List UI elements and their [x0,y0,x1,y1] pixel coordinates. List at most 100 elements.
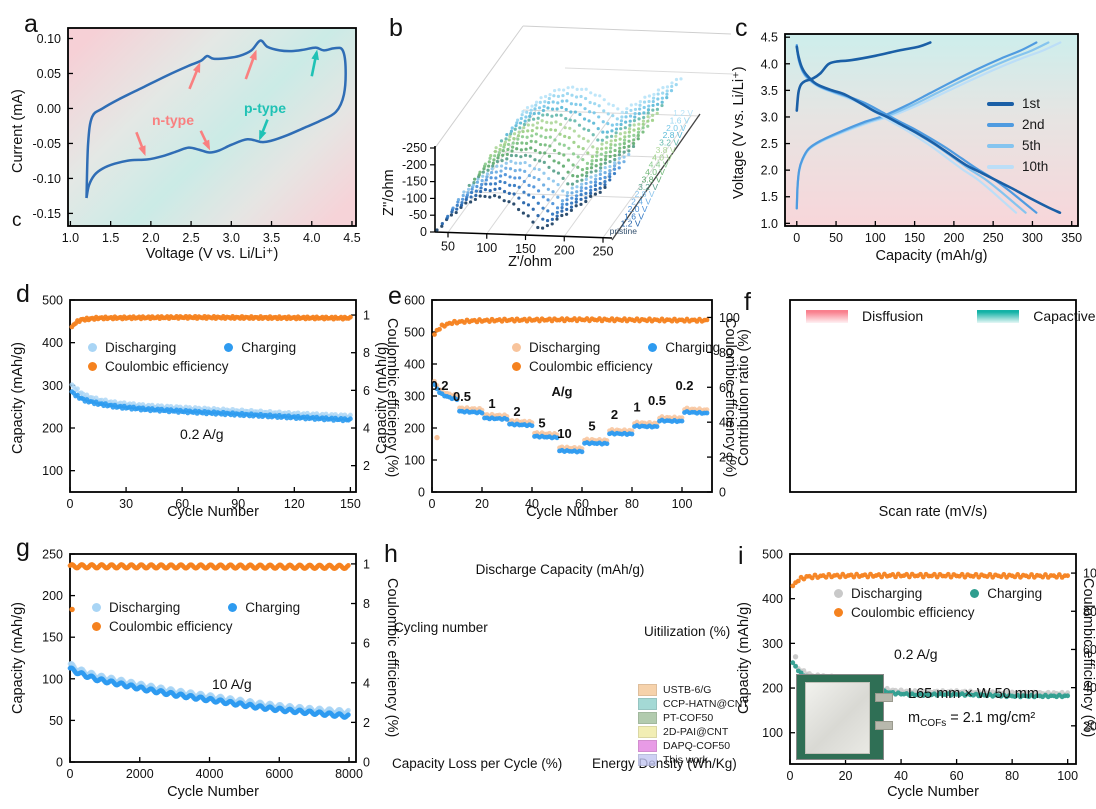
cycle-5th-label: 5th [1022,138,1041,153]
svg-text:2.8 V: 2.8 V [663,130,683,140]
svg-text:350: 350 [1061,231,1082,245]
legend-i: Discharging Charging Coulombic efficienc… [834,586,1042,620]
svg-text:4.0: 4.0 [761,57,778,71]
svg-text:60: 60 [719,381,733,395]
svg-text:250: 250 [42,548,63,562]
svg-text:40: 40 [719,416,733,430]
x-axis-label-f: Scan rate (mV/s) [878,504,988,520]
svg-text:250: 250 [983,231,1004,245]
svg-text:3.0: 3.0 [223,231,240,245]
svg-text:4.0 V: 4.0 V [652,152,672,162]
svg-text:2.0 V: 2.0 V [666,123,686,133]
y-axis-label-g: Capacity (mAh/g) [10,602,26,715]
2d-pai-swatch [638,726,657,738]
svg-text:1.2 V: 1.2 V [621,219,641,229]
svg-text:5: 5 [588,419,595,434]
panel-b: b 0 -50 -100 -150 -200 -250 50 100 150 200 250 pris… [365,8,735,270]
this-work-swatch [638,754,657,766]
svg-text:150: 150 [42,631,63,645]
svg-text:100: 100 [404,454,425,468]
svg-text:100: 100 [865,231,886,245]
y-axis-label-i: Capacity (mAh/g) [736,602,752,715]
radar-axis-cycling-label: Cycling number [394,620,488,635]
svg-text:3.0: 3.0 [761,110,778,124]
discharging-marker [834,589,843,598]
svg-text:600: 600 [404,294,425,308]
diffusion-swatch [806,309,848,323]
discharging-label: Discharging [109,600,181,615]
legend-e: Discharging Charging Coulombic efficienc… [512,340,720,374]
svg-text:A/g: A/g [552,384,573,399]
panel-letter-a: a [24,10,38,38]
panel-letter-g: g [16,534,30,562]
svg-text:200: 200 [42,589,63,603]
svg-text:1.0: 1.0 [761,217,778,231]
ustb-swatch [638,684,657,696]
svg-text:10: 10 [557,426,571,441]
cycle-5th-line [987,143,1014,148]
svg-text:40: 40 [1083,681,1096,695]
panel-letter-f: f [744,288,751,316]
y-axis-label-d: Capacity (mAh/g) [10,342,26,455]
svg-text:2000: 2000 [126,767,154,781]
svg-text:2.0 V: 2.0 V [628,204,648,214]
svg-text:40: 40 [363,676,370,690]
x-axis-label-a: Voltage (V vs. Li/Li⁺) [145,246,279,262]
legend-c: 1st 2nd 5th 10th [987,96,1048,174]
cycle-10th-line [987,164,1014,169]
radar-axis-utilization-label: Uitilization (%) [644,624,731,639]
svg-text:60: 60 [1083,643,1096,657]
discharging-marker [88,343,97,352]
svg-text:5: 5 [538,415,545,430]
panel-c: c 0 50 100 150 200 250 300 350 1.0 1.5 2.0 2.5 3.0 3.… [731,8,1096,270]
cycle-10th-label: 10th [1022,159,1049,174]
charging-label: Charging [665,340,721,355]
charging-label: Charging [987,586,1043,601]
panel-letter-h: h [384,540,398,568]
svg-text:4000: 4000 [196,767,224,781]
ce-label: Coulombic efficiency [851,605,975,620]
mass-subscript: COFs [920,717,947,729]
svg-text:60: 60 [175,497,189,511]
svg-text:0: 0 [793,231,800,245]
eis-3d-plot: 0 -50 -100 -150 -200 -250 50 100 150 200 250 pristi… [402,25,734,259]
svg-text:300: 300 [1022,231,1043,245]
svg-text:80: 80 [625,497,639,511]
svg-text:1.5: 1.5 [102,231,119,245]
legend-d: Discharging Charging Coulombic efficienc… [88,340,296,374]
mass-value: = 2.1 mg/cm² [946,710,1036,726]
svg-text:200: 200 [404,422,425,436]
ce-marker [512,362,521,371]
svg-text:2.0: 2.0 [142,231,159,245]
panel-f: f Contribution ratio (%) Scan rate (mV/s… [736,278,1096,521]
discharging-marker [512,343,521,352]
panel-i: i 0 20 40 60 80 100 100 200 300 400 500 20 40 60 80 100… [736,528,1096,809]
svg-text:100: 100 [719,311,740,325]
panel-a: a 1.0 1.5 2.0 2.5 3.0 3.5 4.0 4.5 0.10 0.05 0.00 -0… [0,8,365,270]
stray-c-label: c [12,210,22,231]
svg-text:200: 200 [762,682,783,696]
svg-text:3.5: 3.5 [263,231,280,245]
svg-text:80: 80 [363,597,370,611]
panel-g: g 02000400060008000050100150200250020406… [0,528,400,809]
x-axis-label-i: Cycle Number [887,784,979,800]
svg-text:2.8 V: 2.8 V [635,189,655,199]
y-axis-label-b: Z''/ohm [381,169,397,217]
svg-text:60: 60 [363,384,370,398]
svg-text:50: 50 [49,714,63,728]
dapq-swatch [638,740,657,752]
mass-loading-annotation: mCOFs = 2.1 mg/cm² [908,710,1036,729]
svg-text:0: 0 [67,497,74,511]
svg-text:-0.15: -0.15 [33,207,62,221]
svg-text:60: 60 [950,769,964,783]
svg-text:1.2 V: 1.2 V [673,108,693,118]
svg-text:-100: -100 [402,191,427,205]
svg-text:90: 90 [231,497,245,511]
svg-text:3.8 V: 3.8 V [656,145,676,155]
dapq-label: DAPQ-COF50 [663,740,731,752]
charging-label: Charging [241,340,297,355]
svg-text:0: 0 [56,756,63,770]
panel-letter-i: i [738,542,744,570]
svg-text:40: 40 [894,769,908,783]
cycle-2nd-line [987,122,1014,127]
